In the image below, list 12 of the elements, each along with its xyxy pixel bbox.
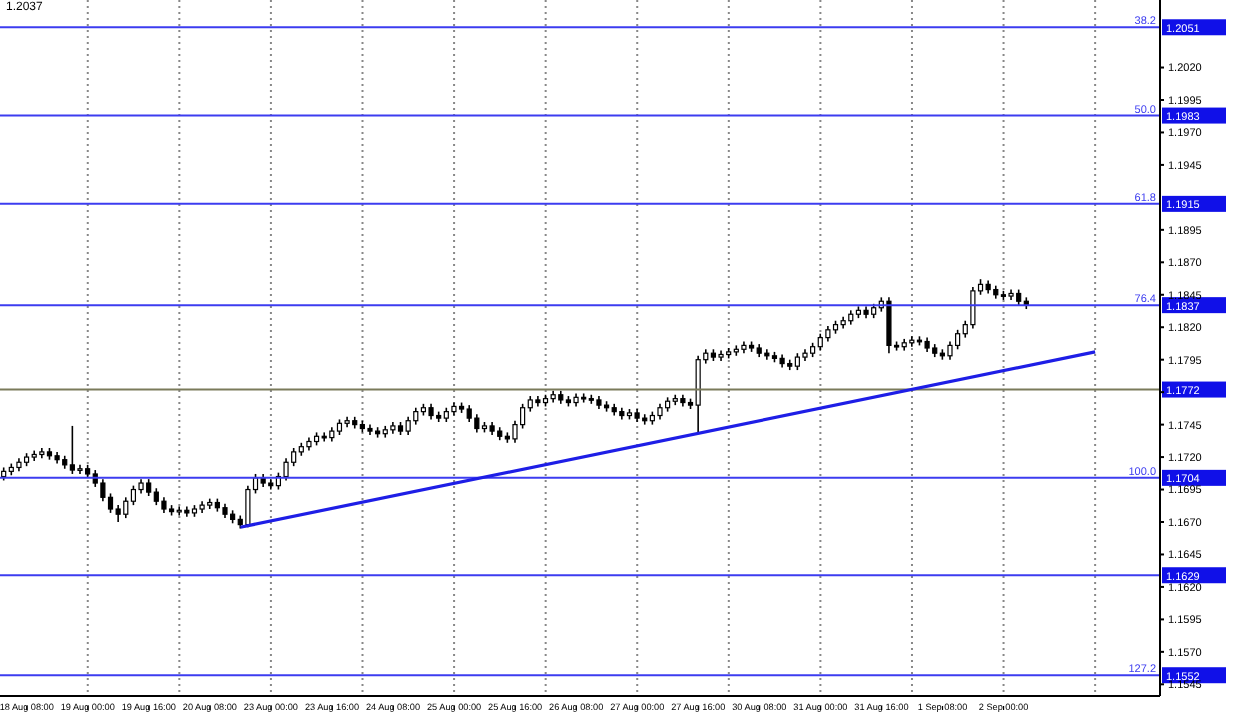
candlestick [970,286,976,330]
candlestick [947,340,953,361]
candlestick [474,413,480,434]
candlestick [886,296,892,354]
candlestick [176,505,182,517]
candlestick [123,496,129,519]
candlestick [100,478,106,503]
candlestick [695,354,701,435]
candlestick [283,457,289,482]
candlestick [405,416,411,436]
candlestick [69,425,75,475]
candlestick [955,329,961,351]
